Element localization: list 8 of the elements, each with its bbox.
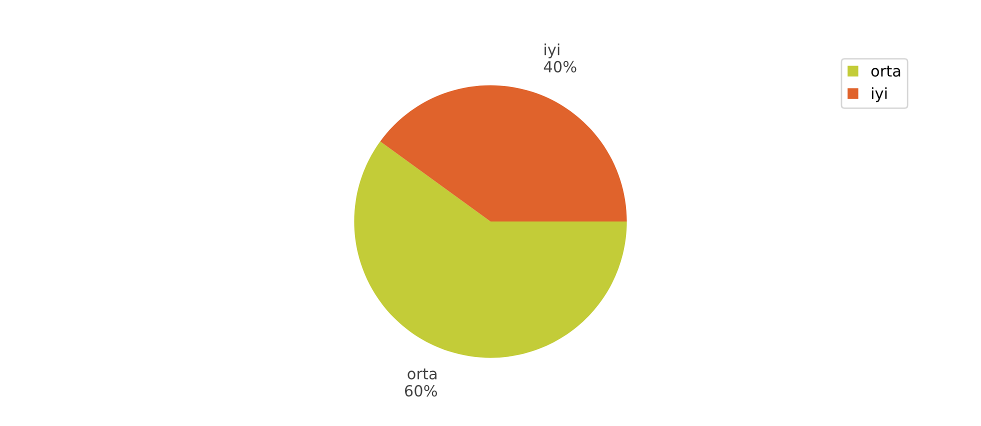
pie-slice [354, 141, 627, 358]
legend-label: iyi [872, 87, 887, 102]
data-label: 60% [404, 385, 437, 397]
legend-label: orta [871, 66, 900, 77]
slice-label: orta [408, 368, 436, 380]
data-label: 40% [544, 60, 576, 72]
slice-label: iyi [544, 44, 560, 58]
pie-slice [380, 85, 627, 222]
